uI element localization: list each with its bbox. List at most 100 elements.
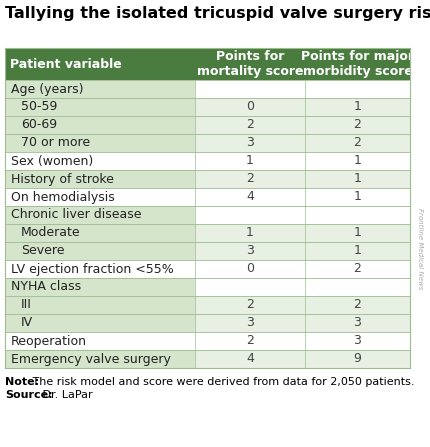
Bar xyxy=(305,260,410,278)
Text: 2: 2 xyxy=(353,262,362,275)
Text: Dr. LaPar: Dr. LaPar xyxy=(39,390,92,400)
Text: History of stroke: History of stroke xyxy=(11,173,114,186)
Bar xyxy=(195,224,305,242)
Bar xyxy=(195,170,305,188)
Bar xyxy=(305,188,410,206)
Text: 3: 3 xyxy=(246,316,254,329)
Text: 2: 2 xyxy=(246,334,254,347)
Bar xyxy=(305,206,410,224)
Text: LV ejection fraction <55%: LV ejection fraction <55% xyxy=(11,262,174,275)
Text: Sex (women): Sex (women) xyxy=(11,155,93,168)
Bar xyxy=(5,48,410,80)
Text: NYHA class: NYHA class xyxy=(11,281,81,294)
Text: IV: IV xyxy=(21,316,33,329)
Text: 2: 2 xyxy=(353,118,362,131)
Bar xyxy=(5,242,195,260)
Bar xyxy=(5,332,195,350)
Text: 9: 9 xyxy=(353,353,362,366)
Bar xyxy=(5,116,195,134)
Text: 0: 0 xyxy=(246,262,254,275)
Text: 1: 1 xyxy=(353,101,362,114)
Text: 0: 0 xyxy=(246,101,254,114)
Bar xyxy=(5,98,195,116)
Text: III: III xyxy=(21,299,32,312)
Text: Chronic liver disease: Chronic liver disease xyxy=(11,208,141,222)
Text: Points for
mortality score: Points for mortality score xyxy=(197,50,303,78)
Bar xyxy=(195,314,305,332)
Bar xyxy=(195,80,305,98)
Bar xyxy=(305,152,410,170)
Bar xyxy=(195,296,305,314)
Bar xyxy=(195,242,305,260)
Bar xyxy=(5,314,195,332)
Text: 70 or more: 70 or more xyxy=(21,136,90,149)
Bar xyxy=(195,98,305,116)
Bar xyxy=(195,152,305,170)
Text: 2: 2 xyxy=(246,173,254,186)
Text: 4: 4 xyxy=(246,353,254,366)
Bar xyxy=(305,242,410,260)
Text: On hemodialysis: On hemodialysis xyxy=(11,190,115,203)
Bar xyxy=(305,224,410,242)
Bar xyxy=(195,188,305,206)
Text: Source:: Source: xyxy=(5,390,52,400)
Bar xyxy=(195,332,305,350)
Bar xyxy=(5,260,195,278)
Bar xyxy=(305,332,410,350)
Text: Reoperation: Reoperation xyxy=(11,334,87,347)
Text: Patient variable: Patient variable xyxy=(10,58,122,71)
Text: Points for major
morbidity score: Points for major morbidity score xyxy=(301,50,414,78)
Bar xyxy=(5,152,195,170)
Bar xyxy=(5,296,195,314)
Bar xyxy=(305,98,410,116)
Text: 1: 1 xyxy=(353,155,362,168)
Bar xyxy=(5,80,195,98)
Text: 1: 1 xyxy=(353,227,362,240)
Bar xyxy=(5,206,195,224)
Text: 1: 1 xyxy=(353,173,362,186)
Text: 60-69: 60-69 xyxy=(21,118,57,131)
Text: 1: 1 xyxy=(246,155,254,168)
Bar xyxy=(305,350,410,368)
Bar xyxy=(305,296,410,314)
Bar xyxy=(305,278,410,296)
Bar xyxy=(5,224,195,242)
Bar xyxy=(5,134,195,152)
Text: Frontline Medical News: Frontline Medical News xyxy=(417,208,423,289)
Text: 2: 2 xyxy=(246,299,254,312)
Text: 1: 1 xyxy=(353,245,362,257)
Bar xyxy=(5,170,195,188)
Text: 3: 3 xyxy=(246,136,254,149)
Text: Severe: Severe xyxy=(21,245,64,257)
Bar xyxy=(195,350,305,368)
Text: 1: 1 xyxy=(353,190,362,203)
Bar xyxy=(195,134,305,152)
Bar xyxy=(305,134,410,152)
Text: 3: 3 xyxy=(353,316,362,329)
Text: 2: 2 xyxy=(353,136,362,149)
Text: Tallying the isolated tricuspid valve surgery risk score: Tallying the isolated tricuspid valve su… xyxy=(5,6,430,21)
Text: Emergency valve surgery: Emergency valve surgery xyxy=(11,353,171,366)
Text: Moderate: Moderate xyxy=(21,227,81,240)
Bar xyxy=(5,350,195,368)
Text: 3: 3 xyxy=(353,334,362,347)
Text: 2: 2 xyxy=(353,299,362,312)
Bar xyxy=(305,116,410,134)
Bar xyxy=(5,188,195,206)
Text: 2: 2 xyxy=(246,118,254,131)
Text: 1: 1 xyxy=(246,227,254,240)
Text: The risk model and score were derived from data for 2,050 patients.: The risk model and score were derived fr… xyxy=(29,377,415,387)
Bar xyxy=(195,206,305,224)
Bar xyxy=(195,278,305,296)
Bar xyxy=(195,260,305,278)
Bar xyxy=(305,80,410,98)
Text: 3: 3 xyxy=(246,245,254,257)
Bar xyxy=(305,314,410,332)
Text: 4: 4 xyxy=(246,190,254,203)
Text: 50-59: 50-59 xyxy=(21,101,57,114)
Text: Age (years): Age (years) xyxy=(11,83,83,96)
Bar xyxy=(195,116,305,134)
Bar xyxy=(5,278,195,296)
Text: Note:: Note: xyxy=(5,377,39,387)
Bar xyxy=(305,170,410,188)
